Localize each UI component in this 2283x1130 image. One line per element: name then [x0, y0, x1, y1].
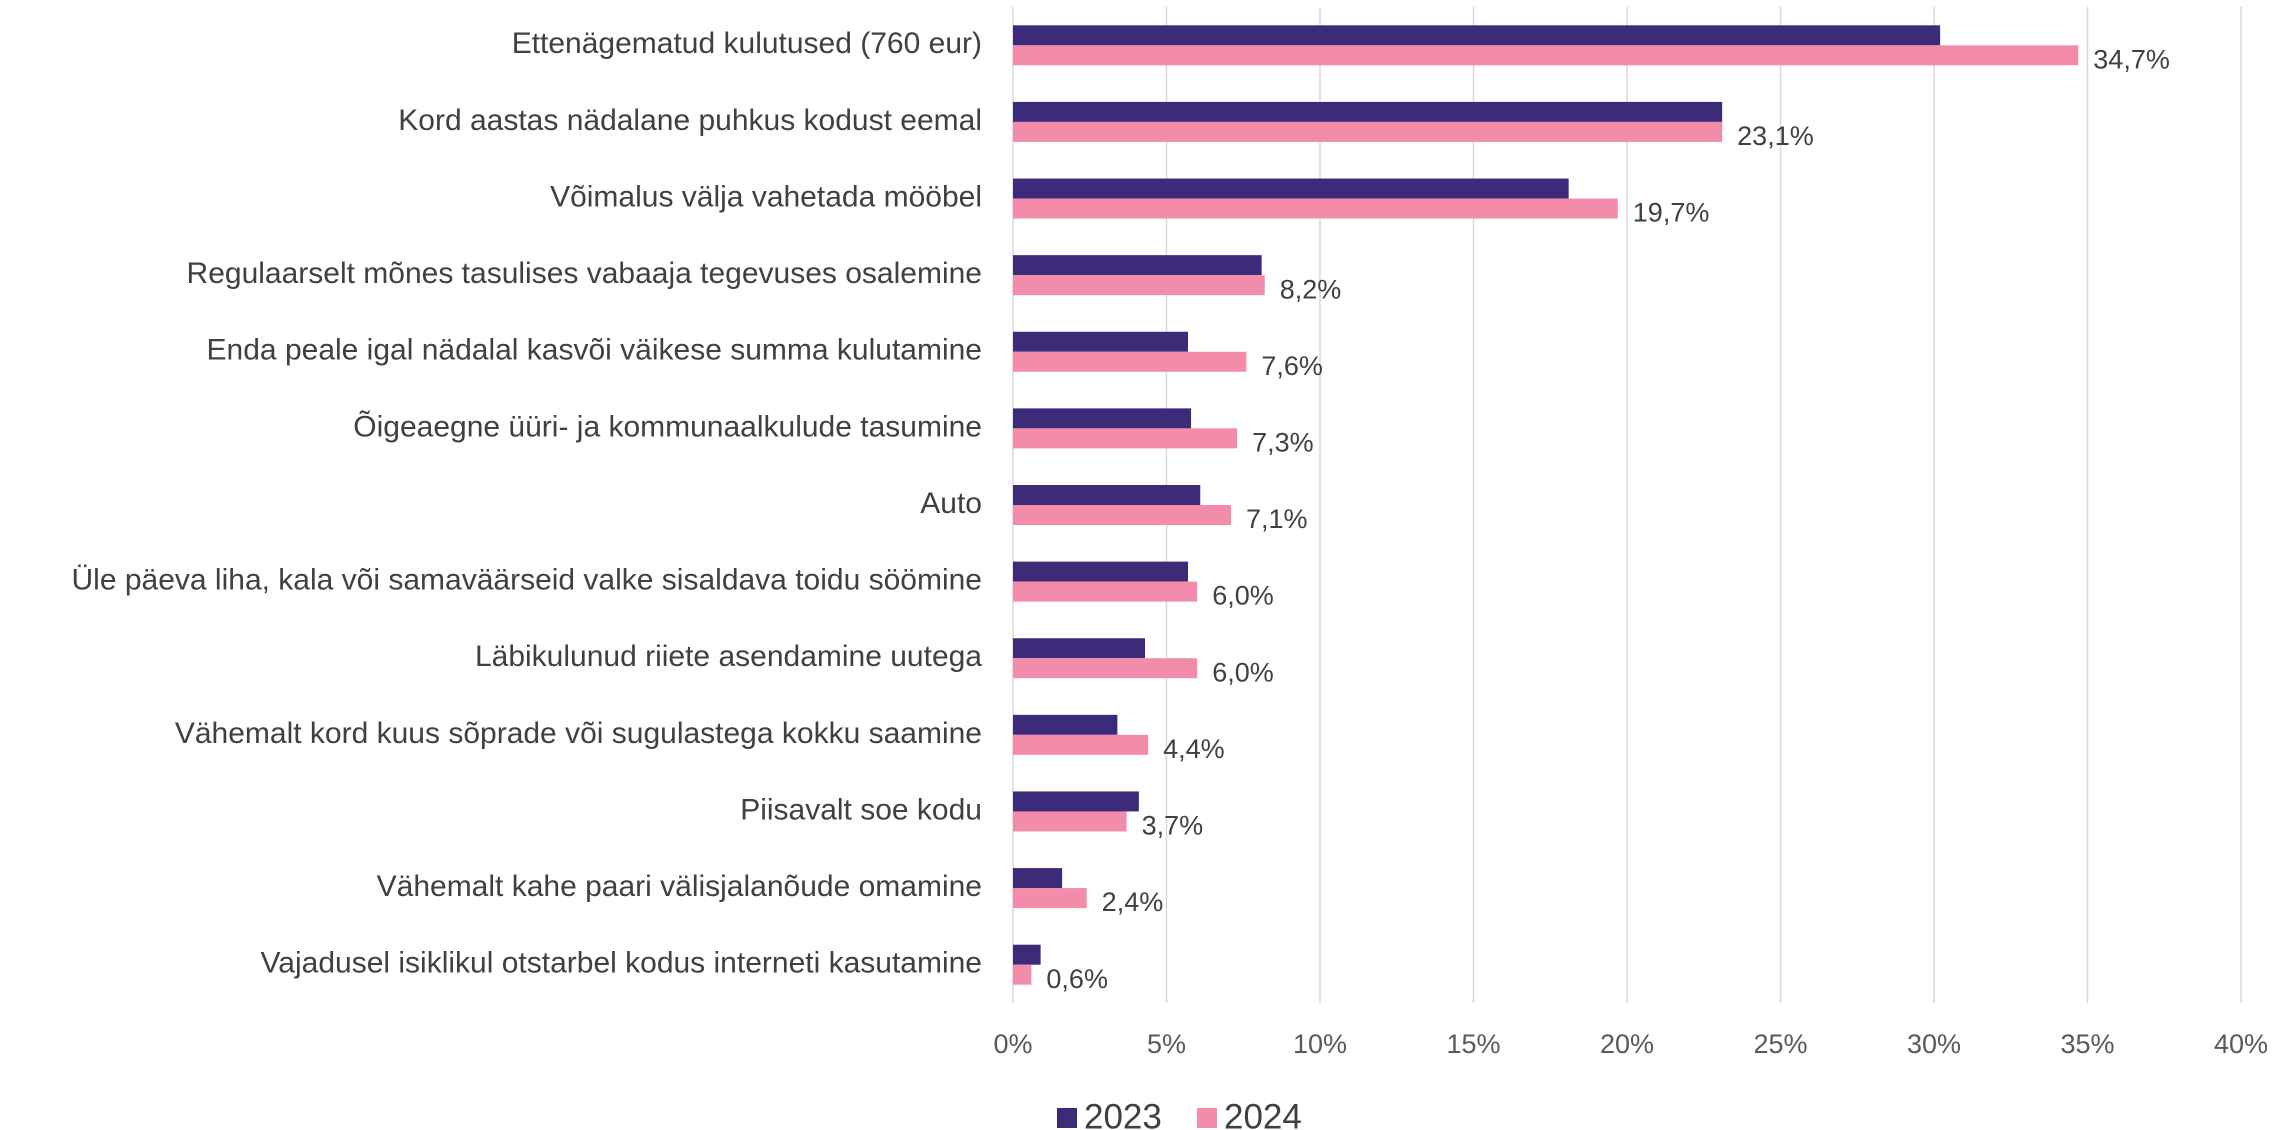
data-label: 0,6% [1046, 964, 1108, 994]
bar [1013, 331, 1188, 352]
category-label: Regulaarselt mõnes tasulises vabaaja teg… [187, 257, 982, 290]
bar [1013, 101, 1723, 122]
data-label: 4,4% [1163, 734, 1225, 764]
data-label: 19,7% [1633, 198, 1710, 228]
data-label: 23,1% [1737, 121, 1814, 151]
x-tick-label: 25% [1753, 1029, 1807, 1059]
bar [1013, 868, 1063, 889]
x-tick-label: 20% [1600, 1029, 1654, 1059]
bar [1013, 178, 1569, 199]
data-label: 8,2% [1280, 274, 1342, 304]
category-label: Enda peale igal nädalal kasvõi väikese s… [207, 334, 982, 367]
bar [1013, 638, 1146, 659]
bar [1013, 658, 1198, 679]
bar [1013, 505, 1231, 525]
category-label: Üle päeva liha, kala või samaväärseid va… [72, 564, 983, 597]
bar [1013, 485, 1201, 505]
bar [1013, 408, 1192, 429]
x-tick-label: 15% [1446, 1029, 1500, 1059]
category-label: Vähemalt kahe paari välisjalanõude omami… [377, 870, 982, 903]
category-label: Auto [920, 487, 982, 520]
data-label: 7,1% [1246, 504, 1308, 534]
bar [1013, 944, 1041, 965]
data-label: 2,4% [1102, 887, 1164, 917]
category-label: Kord aastas nädalane puhkus kodust eemal [398, 104, 982, 137]
x-tick-label: 0% [993, 1029, 1032, 1059]
category-label: Piisavalt soe kodu [740, 793, 982, 826]
bar [1013, 198, 1618, 219]
bar [1013, 275, 1265, 296]
category-label: Ettenägematud kulutused (760 eur) [512, 27, 982, 60]
bar [1013, 734, 1149, 755]
category-label: Võimalus välja vahetada mööbel [550, 180, 982, 213]
legend-swatch [1057, 1108, 1077, 1128]
data-label: 7,3% [1252, 428, 1314, 458]
data-label: 3,7% [1142, 811, 1204, 841]
data-label: 7,6% [1261, 351, 1323, 381]
bar [1013, 25, 1941, 46]
category-label: Vajadusel isiklikul otstarbel kodus inte… [261, 947, 982, 980]
data-label: 34,7% [2093, 44, 2170, 74]
data-label: 6,0% [1212, 657, 1274, 687]
bar [1013, 964, 1032, 985]
bar [1013, 561, 1188, 582]
bar [1013, 581, 1198, 602]
bar [1013, 428, 1238, 449]
bar [1013, 255, 1262, 276]
legend-label: 2024 [1224, 1097, 1302, 1130]
bar [1013, 121, 1723, 142]
bar [1013, 888, 1087, 909]
legend-label: 2023 [1084, 1097, 1162, 1130]
x-tick-label: 35% [2060, 1029, 2114, 1059]
bar [1013, 714, 1118, 735]
category-label: Läbikulunud riiete asendamine uutega [475, 640, 982, 673]
x-tick-label: 40% [2214, 1029, 2268, 1059]
x-tick-label: 5% [1147, 1029, 1186, 1059]
bar [1013, 45, 2079, 66]
data-label: 6,0% [1212, 581, 1274, 611]
x-tick-label: 10% [1293, 1029, 1347, 1059]
bar [1013, 811, 1127, 832]
bar [1013, 791, 1139, 812]
category-label: Vähemalt kord kuus sõprade või sugulaste… [175, 717, 982, 750]
x-tick-label: 30% [1907, 1029, 1961, 1059]
bar [1013, 351, 1247, 372]
legend-swatch [1197, 1108, 1217, 1128]
category-label: Õigeaegne üüri- ja kommunaalkulude tasum… [353, 409, 982, 443]
